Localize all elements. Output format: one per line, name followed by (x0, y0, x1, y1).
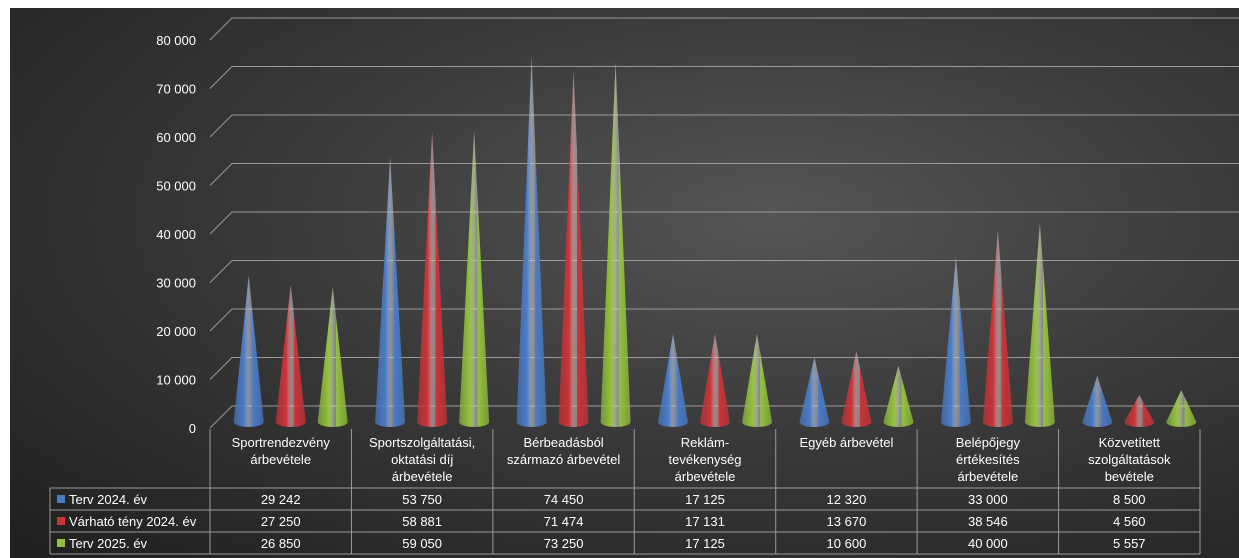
category-label: szolgáltatások (1088, 452, 1171, 467)
gridline (209, 260, 1239, 283)
legend-marker (57, 517, 65, 525)
category-label: Sportszolgáltatási, (369, 435, 475, 450)
cone-1-0 (275, 284, 306, 427)
data-cell: 17 131 (685, 514, 725, 529)
cone-1-6 (1124, 394, 1155, 427)
y-tick-label: 50 000 (156, 179, 196, 194)
data-cell: 27 250 (261, 514, 301, 529)
legend-label: Terv 2025. év (69, 536, 148, 551)
cone-0-5 (940, 256, 971, 427)
legend-label: Várható tény 2024. év (69, 514, 197, 529)
data-cell: 8 500 (1113, 492, 1146, 507)
cone-1-3 (700, 333, 730, 427)
category-label: árbevétele (675, 469, 736, 484)
y-tick-label: 40 000 (156, 227, 196, 242)
gridline (209, 66, 1239, 89)
grid (209, 17, 1239, 429)
cone-2-2 (600, 61, 631, 428)
cone-2-0 (317, 286, 348, 427)
cone-0-1 (375, 156, 406, 427)
data-cell: 4 560 (1113, 514, 1146, 529)
gridline (209, 163, 1239, 186)
y-tick-label: 80 000 (156, 33, 196, 48)
cone-0-3 (658, 333, 688, 427)
data-cell: 5 557 (1113, 536, 1146, 551)
cone-0-6 (1082, 375, 1113, 427)
category-label: árbevétele (250, 452, 311, 467)
category-label: értékesítés (956, 452, 1020, 467)
y-tick-label: 30 000 (156, 276, 196, 291)
category-label: árbevétele (392, 469, 453, 484)
data-cell: 13 670 (827, 514, 867, 529)
cone-2-6 (1166, 390, 1197, 427)
cone-1-2 (558, 70, 589, 427)
data-cell: 10 600 (827, 536, 867, 551)
gridline (209, 357, 1239, 380)
y-tick-label: 10 000 (156, 373, 196, 388)
plot-area (233, 55, 1197, 428)
data-cell: 53 750 (402, 492, 442, 507)
legend-marker (57, 495, 65, 503)
gridline (209, 114, 1239, 138)
category-label: Belépőjegy (956, 435, 1021, 450)
data-cell: 33 000 (968, 492, 1008, 507)
cone-1-5 (982, 230, 1013, 427)
data-cell: 26 850 (261, 536, 301, 551)
cone-2-3 (742, 333, 772, 427)
legend-label: Terv 2024. év (69, 492, 148, 507)
cone-0-2 (516, 55, 547, 427)
cone-1-1 (417, 131, 448, 427)
category-label: Reklám- (681, 435, 729, 450)
category-label: bevétele (1105, 469, 1154, 484)
y-tick-label: 60 000 (156, 130, 196, 145)
gridline (209, 17, 1239, 41)
category-label: Sportrendezvény (232, 435, 331, 450)
category-label: tevékenység (669, 452, 742, 467)
data-cell: 73 250 (544, 536, 584, 551)
chart: 0 10 000 20 000 30 000 40 000 50 000 60 000 70 … (10, 8, 1239, 558)
category-label: Bérbeadásból (523, 435, 603, 450)
gridline (209, 211, 1239, 235)
data-cell: 71 474 (544, 514, 584, 529)
data-cell: 17 125 (685, 492, 725, 507)
data-cell: 74 450 (544, 492, 584, 507)
data-cell: 40 000 (968, 536, 1008, 551)
chart-svg: 0 10 000 20 000 30 000 40 000 50 000 60 000 70 … (49, 17, 1239, 555)
category-label: oktatási díj (391, 452, 453, 467)
category-label: árbevétele (957, 469, 1018, 484)
data-cell: 17 125 (685, 536, 725, 551)
category-label: Közvetített (1099, 435, 1161, 450)
gridline (209, 308, 1239, 332)
cone-2-5 (1024, 223, 1055, 427)
category-label: Egyéb árbevétel (799, 435, 893, 450)
y-tick-label: 20 000 (156, 324, 196, 339)
cone-0-0 (233, 275, 264, 427)
cone-2-1 (459, 130, 490, 428)
category-label: származó árbevétel (507, 452, 621, 467)
cone-2-4 (883, 365, 914, 427)
data-cell: 12 320 (827, 492, 867, 507)
data-cell: 59 050 (402, 536, 442, 551)
data-cell: 38 546 (968, 514, 1008, 529)
data-cell: 58 881 (402, 514, 442, 529)
cone-0-4 (799, 357, 830, 427)
y-axis: 0 10 000 20 000 30 000 40 000 50 000 60 000 70 … (156, 33, 196, 436)
y-tick-label: 70 000 (156, 82, 196, 97)
data-cell: 29 242 (261, 492, 301, 507)
cone-1-4 (841, 350, 872, 427)
data-table: Sportrendezvény árbevétele Sportszolgáltat… (49, 429, 1201, 555)
legend-marker (57, 539, 65, 547)
y-tick-label: 0 (189, 421, 196, 436)
